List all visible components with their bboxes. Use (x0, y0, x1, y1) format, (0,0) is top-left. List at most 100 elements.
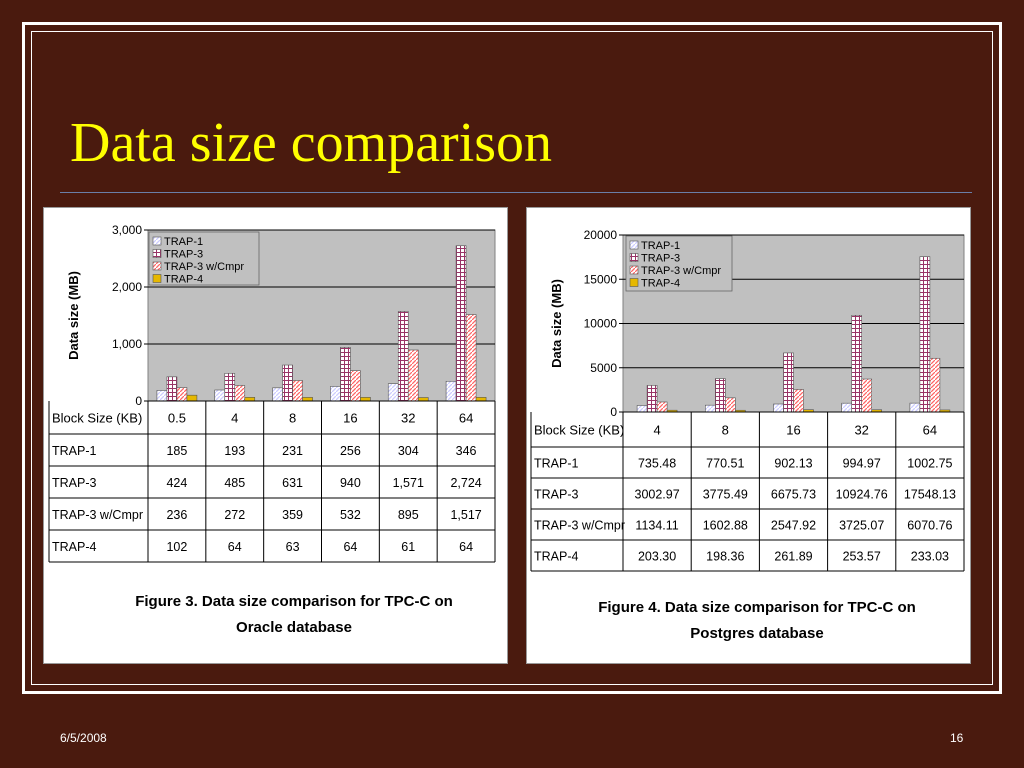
y-tick-label: 0 (135, 394, 142, 408)
bar-trap-4 (302, 397, 313, 402)
y-tick-label: 20000 (584, 228, 618, 242)
bar-trap-4 (186, 394, 198, 402)
bar-trap-3-w-cmpr (861, 378, 873, 413)
y-axis-label: Data size (MB) (549, 279, 564, 368)
table-header-label: Block Size (KB) (534, 423, 624, 438)
table-series-name: TRAP-1 (534, 457, 579, 471)
bar-trap-4 (360, 397, 371, 402)
table-cell-value: 1,571 (393, 476, 424, 490)
table-category-label: 16 (343, 411, 357, 426)
table-cell-value: 185 (166, 444, 187, 458)
table-cell-value: 63 (286, 540, 300, 554)
bar-trap-1 (214, 389, 226, 402)
table-cell-value: 6070.76 (907, 519, 952, 533)
table-cell-value: 272 (224, 508, 245, 522)
table-cell-value: 1002.75 (907, 457, 952, 471)
legend-label: TRAP-4 (164, 274, 203, 286)
legend-label: TRAP-1 (641, 240, 680, 252)
legend-swatch (629, 240, 639, 250)
bar-trap-3-w-cmpr (292, 380, 303, 402)
figure-caption: Oracle database (236, 619, 352, 636)
legend-label: TRAP-3 (164, 249, 203, 261)
bar-trap-3-w-cmpr (234, 385, 246, 402)
table-cell-value: 64 (343, 540, 357, 554)
slide-inner-border (31, 31, 993, 685)
table-cell-value: 256 (340, 444, 361, 458)
bar-trap-3 (919, 256, 931, 413)
bar-trap-3-w-cmpr (929, 357, 941, 413)
table-cell-value: 770.51 (706, 457, 744, 471)
bar-trap-1 (445, 380, 457, 402)
table-category-label: 64 (459, 411, 473, 426)
table-category-label: 8 (722, 423, 729, 438)
bar-trap-1 (909, 402, 921, 413)
table-cell-value: 359 (282, 508, 303, 522)
legend-swatch (152, 261, 162, 271)
table-cell-value: 193 (224, 444, 245, 458)
table-cell-value: 231 (282, 444, 303, 458)
bar-trap-3-w-cmpr (656, 401, 668, 413)
bar-trap-3 (646, 385, 658, 413)
y-tick-label: 2,000 (112, 280, 142, 294)
title-divider (60, 192, 972, 193)
table-cell-value: 17548.13 (904, 488, 956, 502)
table-cell-value: 346 (456, 444, 477, 458)
legend-box (625, 235, 733, 292)
bar-trap-1 (387, 383, 399, 402)
table-cell-value: 253.57 (843, 550, 881, 564)
table-cell-value: 198.36 (706, 550, 744, 564)
postgres-chart-panel: 0 5000 10000 15000 20000 Data size (MB) TRAP-1… (526, 207, 971, 664)
table-cell-value: 902.13 (774, 457, 812, 471)
bar-trap-1 (841, 402, 853, 413)
table-category-label: 16 (786, 423, 800, 438)
oracle-chart-panel: 0 1,000 2,000 3,000 Data size (MB) TRAP-1 TRAP… (43, 207, 508, 664)
bar-trap-3-w-cmpr (465, 314, 477, 402)
y-tick-label: 5000 (590, 361, 617, 375)
slide-outer-border (22, 22, 1002, 694)
table-series-name: TRAP-3 (52, 476, 97, 490)
y-tick-label: 0 (610, 405, 617, 419)
bar-trap-1 (705, 404, 716, 413)
bar-trap-4 (417, 397, 429, 402)
slide-title: Data size comparison (70, 112, 553, 174)
legend-swatch (629, 253, 639, 262)
table-cell-value: 940 (340, 476, 361, 490)
figure-caption: Postgres database (690, 625, 823, 642)
table-cell-value: 10924.76 (836, 488, 888, 502)
table-cell-value: 6675.73 (771, 488, 816, 502)
table-cell-value: 102 (166, 540, 187, 554)
legend-swatch (152, 236, 162, 246)
bar-trap-1 (636, 405, 648, 413)
figure-caption: Figure 3. Data size comparison for TPC-C… (135, 593, 453, 610)
slide-page-number: 16 (950, 731, 964, 745)
table-category-label: 32 (401, 411, 415, 426)
table-cell-value: 236 (166, 508, 187, 522)
table-category-label: 0.5 (168, 411, 186, 426)
bar-trap-3 (224, 373, 236, 402)
table-cell-value: 532 (340, 508, 361, 522)
legend-label: TRAP-4 (641, 278, 680, 290)
bar-trap-1 (156, 390, 168, 402)
bar-trap-3-w-cmpr (725, 397, 736, 413)
bar-trap-3 (783, 352, 794, 413)
table-cell-value: 64 (459, 540, 473, 554)
y-axis-label: Data size (MB) (66, 271, 81, 360)
table-category-label: 4 (653, 423, 660, 438)
table-cell-value: 2547.92 (771, 519, 816, 533)
table-cell-value: 2,724 (450, 476, 481, 490)
y-tick-label: 1,000 (112, 337, 142, 351)
slide-date: 6/5/2008 (60, 731, 107, 745)
postgres-chart-svg: 0 5000 10000 15000 20000 Data size (MB) TRAP-1… (530, 228, 965, 642)
table-series-name: TRAP-3 w/Cmpr (534, 519, 625, 533)
y-tick-label: 10000 (584, 317, 618, 331)
bar-trap-3 (340, 347, 351, 402)
y-tick-label: 15000 (584, 272, 618, 286)
table-cell-value: 3002.97 (635, 488, 680, 502)
table-cell-value: 203.30 (638, 550, 676, 564)
table-cell-value: 895 (398, 508, 419, 522)
legend-swatch (629, 278, 639, 287)
bar-trap-1 (272, 387, 283, 402)
table-cell-value: 424 (166, 476, 187, 490)
legend-swatch (629, 265, 639, 275)
